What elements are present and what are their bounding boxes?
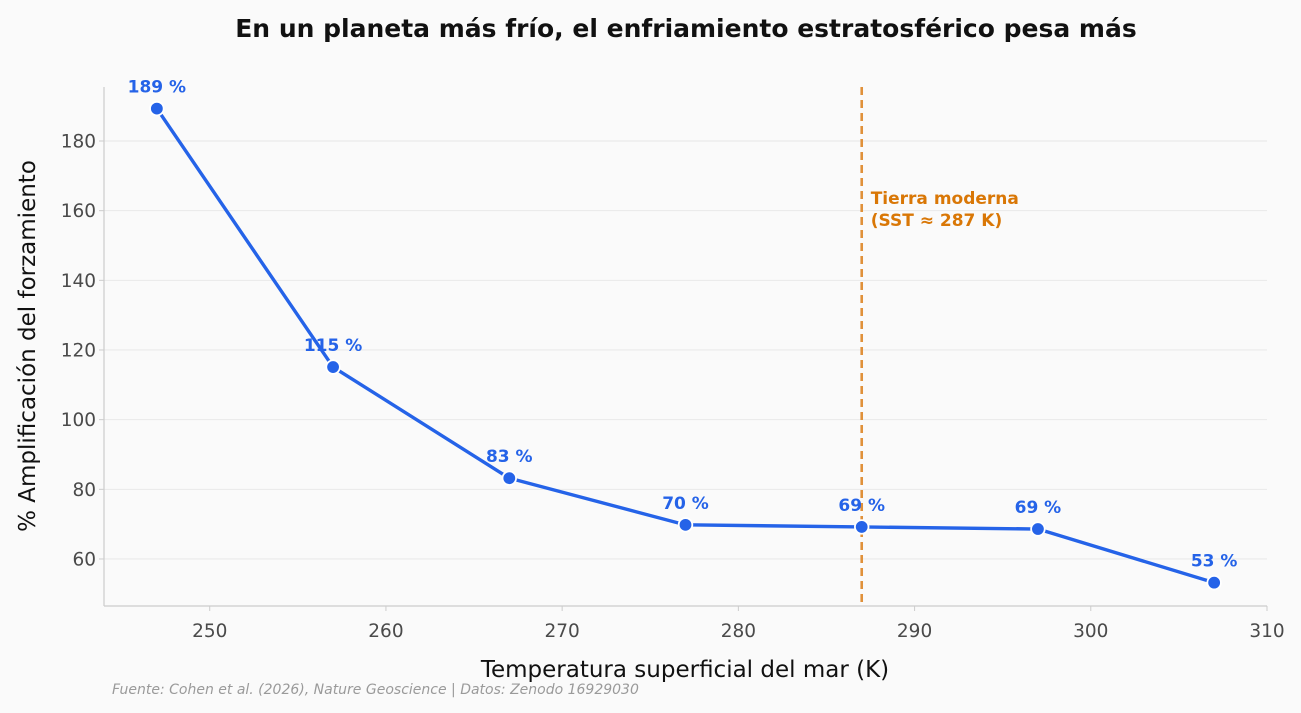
y-tick-label-180: 180 [61,131,96,152]
y-tick-label-60: 60 [72,549,96,570]
data-label-277: 70 % [662,494,709,514]
data-label-287: 69 % [838,496,885,516]
series-group: 189 % 115 % 83 % 70 % 69 % 69 % 53 % [128,78,1238,591]
x-tick-label-310: 310 [1249,621,1284,642]
x-tick-label-280: 280 [721,621,756,642]
y-axis-label: % Amplificación del forzamiento [15,160,41,532]
data-point-247 [149,100,165,117]
data-point-277 [677,517,694,533]
data-label-257: 115 % [304,336,362,356]
chart-title: En un planeta más frío, el enfriamiento … [235,14,1137,43]
data-label-247: 189 % [128,78,186,98]
data-label-297: 69 % [1015,498,1062,518]
grid [104,140,1267,560]
y-tick-label-80: 80 [72,480,96,501]
data-point-287 [854,519,870,535]
y-tick-label-160: 160 [61,201,96,222]
data-point-297 [1030,521,1046,537]
reference-annotation-line2: (SST ≈ 287 K) [871,211,1003,231]
data-label-267: 83 % [486,447,533,467]
data-point-267 [501,470,517,486]
data-point-257 [325,359,341,375]
x-tick-label-300: 300 [1073,621,1108,642]
y-axis-ticks: 60 80 100 120 140 160 180 [61,131,104,570]
x-axis-label: Temperatura superficial del mar (K) [480,657,889,683]
reference-annotation-line1: Tierra moderna [871,189,1019,209]
source-note: Fuente: Cohen et al. (2026), Nature Geos… [112,682,639,698]
y-tick-label-140: 140 [61,271,96,292]
x-tick-label-270: 270 [544,621,579,642]
x-axis-ticks: 250 260 270 280 290 300 310 [192,606,1285,642]
data-label-307: 53 % [1191,552,1238,572]
y-tick-label-100: 100 [61,410,96,431]
x-tick-label-290: 290 [897,621,932,642]
data-point-307 [1206,574,1222,591]
x-tick-label-260: 260 [368,621,403,642]
x-tick-label-250: 250 [192,621,227,642]
y-tick-label-120: 120 [61,340,96,361]
